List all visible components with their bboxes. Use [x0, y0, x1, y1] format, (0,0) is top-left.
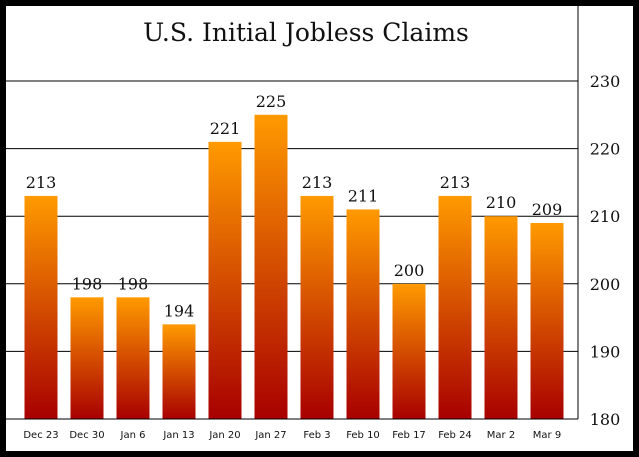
x-tick-label: Dec 23: [23, 430, 58, 441]
data-label: 213: [440, 173, 471, 192]
x-tick-label: Feb 17: [392, 430, 426, 441]
data-label: 221: [210, 119, 241, 138]
x-tick-label: Mar 9: [533, 430, 561, 441]
bar: [392, 283, 426, 419]
chart-frame: U.S. Initial Jobless Claims 213 198 198 194…: [6, 6, 633, 451]
data-label: 210: [486, 193, 517, 212]
bar: [70, 297, 104, 419]
x-tick-label: Feb 24: [438, 430, 472, 441]
y-tick-label: 190: [590, 342, 621, 361]
chart-canvas: U.S. Initial Jobless Claims 213 198 198 194…: [6, 6, 621, 441]
data-label: 225: [256, 92, 287, 111]
x-tick-label: Jan 13: [162, 430, 194, 441]
y-axis-ticks: 180 190 200 210 220 230: [590, 72, 621, 429]
bar: [162, 324, 196, 419]
chart-title: U.S. Initial Jobless Claims: [143, 18, 469, 47]
data-label: 198: [118, 274, 149, 293]
data-label: 213: [302, 173, 333, 192]
bar: [208, 141, 242, 419]
x-tick-label: Dec 30: [69, 430, 104, 441]
gridlines: [6, 80, 578, 352]
x-tick-label: Feb 3: [303, 430, 330, 441]
bar: [116, 297, 150, 419]
data-label: 194: [164, 301, 195, 320]
x-tick-label: Jan 6: [120, 430, 146, 441]
bar: [484, 216, 518, 419]
bar: [346, 209, 380, 419]
bar: [254, 114, 288, 420]
y-tick-label: 180: [590, 410, 621, 429]
y-tick-label: 210: [590, 207, 621, 226]
y-tick-label: 230: [590, 72, 621, 91]
x-tick-label: Jan 27: [254, 430, 286, 441]
data-label: 200: [394, 261, 425, 280]
data-labels: 213 198 198 194 221 225 213 211 200 213 210 209: [26, 92, 563, 321]
x-tick-label: Mar 2: [487, 430, 515, 441]
data-label: 198: [72, 274, 103, 293]
bar: [24, 195, 58, 419]
bar: [438, 195, 472, 419]
x-axis-ticks: Dec 23 Dec 30 Jan 6 Jan 13 Jan 20 Jan 27 Feb 3…: [23, 430, 561, 441]
bar: [300, 195, 334, 419]
bar: [530, 222, 564, 419]
x-tick-label: Feb 10: [346, 430, 380, 441]
y-tick-label: 200: [590, 275, 621, 294]
data-label: 209: [532, 200, 563, 219]
bars: [24, 114, 564, 420]
data-label: 211: [348, 186, 379, 205]
data-label: 213: [26, 173, 57, 192]
y-tick-label: 220: [590, 140, 621, 159]
x-tick-label: Jan 20: [208, 430, 240, 441]
